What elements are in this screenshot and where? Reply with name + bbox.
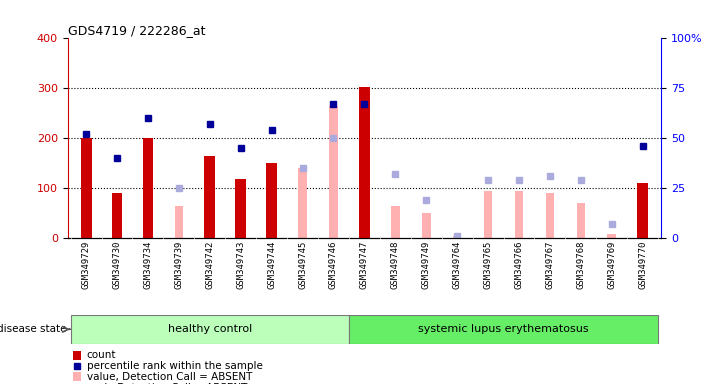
Bar [359,87,370,238]
Text: GSM349742: GSM349742 [205,240,214,289]
Bar [637,183,648,238]
Text: rank, Detection Call = ABSENT: rank, Detection Call = ABSENT [87,383,247,384]
Bar [174,206,183,238]
Text: GSM349768: GSM349768 [577,240,585,289]
Text: GSM349766: GSM349766 [515,240,523,289]
Bar [422,213,431,238]
Bar [204,156,215,238]
Bar [112,193,122,238]
Text: GSM349745: GSM349745 [298,240,307,289]
Text: GSM349746: GSM349746 [329,240,338,289]
Text: disease state: disease state [0,324,67,334]
Bar [391,206,400,238]
Bar [235,179,246,238]
Text: count: count [87,350,116,360]
Text: healthy control: healthy control [168,324,252,334]
Bar [453,235,461,238]
Text: systemic lupus erythematosus: systemic lupus erythematosus [418,324,589,334]
Text: value, Detection Call = ABSENT: value, Detection Call = ABSENT [87,372,252,382]
Bar [607,234,616,238]
Bar [483,190,493,238]
Bar [73,351,81,359]
Bar [80,138,92,238]
Bar [298,168,307,238]
Text: GSM349749: GSM349749 [422,240,431,289]
Text: GSM349769: GSM349769 [607,240,616,289]
Bar [266,163,277,238]
Text: GSM349739: GSM349739 [174,240,183,289]
Bar [70,315,349,344]
Text: GSM349747: GSM349747 [360,240,369,289]
Bar [577,203,585,238]
Bar [349,315,658,344]
Text: GSM349730: GSM349730 [112,240,122,289]
Text: GSM349748: GSM349748 [391,240,400,289]
Text: GSM349764: GSM349764 [453,240,461,289]
Text: GSM349765: GSM349765 [483,240,493,289]
Bar [73,372,81,381]
Bar [515,190,523,238]
Text: GSM349767: GSM349767 [545,240,555,289]
Bar [329,106,338,238]
Text: GDS4719 / 222286_at: GDS4719 / 222286_at [68,24,205,37]
Text: GSM349729: GSM349729 [82,240,90,289]
Text: GSM349743: GSM349743 [236,240,245,289]
Text: GSM349770: GSM349770 [638,240,647,289]
Text: GSM349734: GSM349734 [144,240,152,289]
Bar [545,193,555,238]
Text: GSM349744: GSM349744 [267,240,276,289]
Text: percentile rank within the sample: percentile rank within the sample [87,361,262,371]
Bar [142,138,154,238]
